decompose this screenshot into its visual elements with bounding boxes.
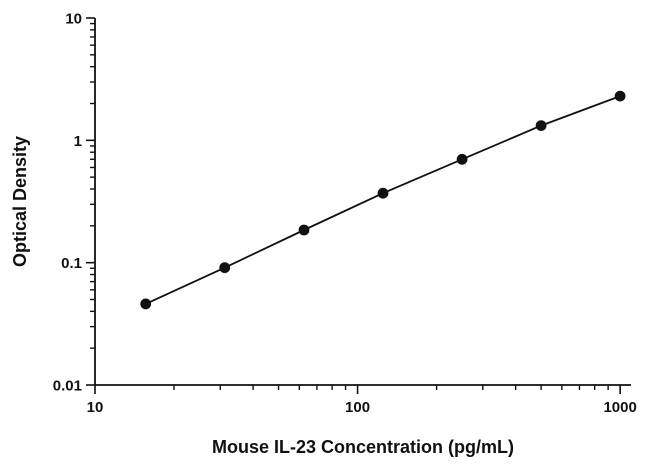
x-axis-title: Mouse IL-23 Concentration (pg/mL) [212,437,514,457]
data-point [614,90,626,102]
y-axis-title: Optical Density [10,136,30,267]
y-tick-label: 1 [74,133,82,150]
axis-spines [94,18,631,386]
x-tick-label: 10 [87,399,104,416]
data-point [298,224,310,236]
data-point [377,187,389,199]
y-tick-label: 0.1 [61,255,82,272]
data-point [219,262,231,274]
plot-area: 10 100 1000 0.01 0.1 1 10 [53,11,637,417]
x-tick-label: 1000 [603,399,636,416]
data-point [140,298,152,310]
x-tick-label: 100 [345,399,370,416]
data-point [456,153,468,165]
series-line [145,95,621,305]
y-tick-label: 10 [65,11,82,28]
data-point [535,120,547,131]
y-tick-label: 0.01 [53,378,82,395]
